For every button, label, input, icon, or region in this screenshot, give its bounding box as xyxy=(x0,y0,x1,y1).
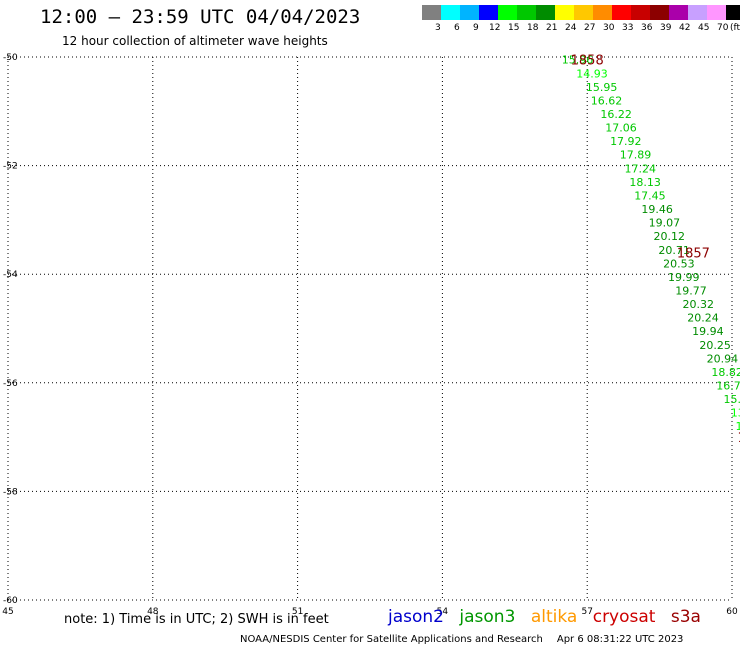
wave-height-point: 19.99 xyxy=(668,271,700,284)
wave-height-point: 17.45 xyxy=(634,189,666,202)
y-tick-label: -54 xyxy=(3,270,18,280)
wave-height-point: 17.89 xyxy=(620,149,652,162)
x-tick-label: 54 xyxy=(437,607,449,617)
legend-label: 21 xyxy=(546,23,558,33)
wave-height-point: 19.07 xyxy=(649,217,681,230)
legend-swatch xyxy=(460,5,479,20)
legend-swatch xyxy=(517,5,536,20)
pass-time-label: 1 xyxy=(738,431,740,446)
chart-title: 12:00 – 23:59 UTC 04/04/2023 xyxy=(40,6,361,28)
wave-height-point: 20.71 xyxy=(658,244,690,257)
x-tick-label: 51 xyxy=(292,607,303,617)
legend-swatch xyxy=(631,5,650,20)
wave-height-point: 15.96 xyxy=(562,54,594,67)
legend-swatch xyxy=(726,5,740,20)
wave-height-point: 19.46 xyxy=(641,203,673,216)
wave-height-point: 17.24 xyxy=(625,162,657,175)
legend-label: 9 xyxy=(473,23,479,33)
legend-swatch xyxy=(536,5,555,20)
legend-swatch xyxy=(574,5,593,20)
legend-swatch xyxy=(422,5,441,20)
satellite-jason3: jason3 xyxy=(459,607,516,627)
wave-height-point: 15.08 xyxy=(723,393,740,406)
x-tick-label: 48 xyxy=(147,607,159,617)
legend-label: 24 xyxy=(565,23,577,33)
credit-text: NOAA/NESDIS Center for Satellite Applica… xyxy=(240,634,543,645)
legend-label: 42 xyxy=(679,23,691,33)
legend-label: 36 xyxy=(641,23,653,33)
legend-swatch xyxy=(555,5,574,20)
legend-label: 12 xyxy=(489,23,501,33)
legend-swatch xyxy=(688,5,707,20)
wave-height-point: 20.32 xyxy=(682,298,714,311)
y-tick-label: -56 xyxy=(3,379,18,389)
credit-line: NOAA/NESDIS Center for Satellite Applica… xyxy=(240,634,683,645)
wave-height-point: 19.94 xyxy=(692,325,724,338)
legend-label: 18 xyxy=(527,23,539,33)
satellite-s3a: s3a xyxy=(670,607,701,627)
wave-height-point: 20.94 xyxy=(707,352,739,365)
legend-label: 39 xyxy=(660,23,672,33)
legend-swatch xyxy=(479,5,498,20)
x-tick-label: 60 xyxy=(726,607,738,617)
legend-swatch xyxy=(612,5,631,20)
wave-height-point: 16.22 xyxy=(600,108,632,121)
legend-swatch xyxy=(669,5,688,20)
legend-swatch xyxy=(441,5,460,20)
legend-label: (ft) xyxy=(730,23,740,33)
wave-height-point: 17.06 xyxy=(605,122,637,135)
generated-timestamp: Apr 6 08:31:22 UTC 2023 xyxy=(556,634,684,645)
wave-height-point: 20.12 xyxy=(654,230,686,243)
wave-height-point: 13.73 xyxy=(731,407,740,420)
legend-label: 30 xyxy=(603,23,615,33)
legend-label: 70 xyxy=(717,23,729,33)
legend-label: 33 xyxy=(622,23,634,33)
chart-subtitle: 12 hour collection of altimeter wave hei… xyxy=(62,34,328,48)
legend-swatch xyxy=(650,5,669,20)
wave-height-point: 20.25 xyxy=(699,339,731,352)
wave-height-point: 17.92 xyxy=(610,135,642,148)
legend-label: 6 xyxy=(454,23,460,33)
satellite-cryosat: cryosat xyxy=(592,607,656,627)
wave-height-point: 20.24 xyxy=(687,312,719,325)
wave-height-point: 20.53 xyxy=(663,257,695,270)
satellite-legend: jason2 jason3 altika cryosat s3a xyxy=(388,607,711,627)
legend-swatch xyxy=(498,5,517,20)
satellite-altika: altika xyxy=(530,607,578,627)
legend-label: 15 xyxy=(508,23,520,33)
wave-height-point: 18.82 xyxy=(711,366,740,379)
legend-swatch xyxy=(593,5,612,20)
wave-height-point: 19.77 xyxy=(675,284,707,297)
satellite-jason2: jason2 xyxy=(388,607,444,627)
pass-time-label: 1858 xyxy=(571,54,604,69)
wave-height-point: 14.93 xyxy=(576,67,608,80)
y-tick-label: -52 xyxy=(3,162,18,172)
x-tick-label: 57 xyxy=(581,607,592,617)
footer-note: note: 1) Time is in UTC; 2) SWH is in fe… xyxy=(64,612,329,627)
wave-height-point: 15.95 xyxy=(586,81,618,94)
wave-height-point: 14.44 xyxy=(736,420,740,433)
legend-swatch xyxy=(707,5,726,20)
y-tick-label: -50 xyxy=(3,53,18,63)
legend-label: 27 xyxy=(584,23,596,33)
wave-height-point: 16.75 xyxy=(716,380,740,393)
legend-label: 45 xyxy=(698,23,710,33)
pass-time-label: 1857 xyxy=(677,246,710,261)
legend-label: 3 xyxy=(435,23,441,33)
wave-height-point: 16.62 xyxy=(591,94,623,107)
wave-height-point: 18.13 xyxy=(629,176,661,189)
x-tick-label: 45 xyxy=(2,607,13,617)
y-tick-label: -58 xyxy=(3,487,18,497)
y-tick-label: -60 xyxy=(3,596,18,606)
